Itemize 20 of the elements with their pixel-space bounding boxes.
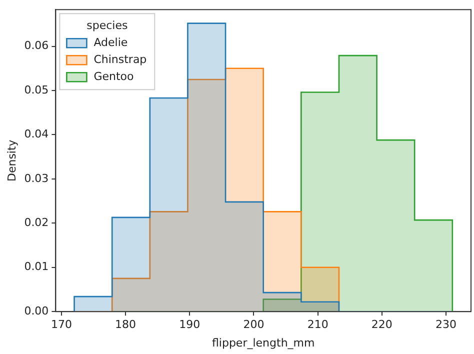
x-tick-label: 180 <box>115 318 136 332</box>
y-axis-title: Density <box>5 139 18 182</box>
legend-label: Gentoo <box>94 70 134 83</box>
y-tick-label: 0.01 <box>24 260 49 274</box>
y-tick-label: 0.06 <box>24 39 49 52</box>
legend-label: Adelie <box>94 36 128 49</box>
y-tick-label: 0.02 <box>24 216 49 230</box>
y-tick-label: 0.00 <box>24 304 49 318</box>
y-tick-label: 0.03 <box>24 172 49 185</box>
x-tick-label: 190 <box>179 318 200 332</box>
x-tick-label: 220 <box>371 318 392 332</box>
x-tick-label: 200 <box>243 318 264 332</box>
y-tick-label: 0.04 <box>24 128 49 141</box>
x-axis-title: flipper_length_mm <box>212 336 315 350</box>
x-tick-label: 170 <box>50 318 72 332</box>
legend-title: species <box>86 18 128 32</box>
x-tick-label: 230 <box>436 318 457 332</box>
legend-label: Chinstrap <box>94 52 147 66</box>
y-tick-label: 0.05 <box>24 83 49 96</box>
x-tick-label: 210 <box>307 318 328 332</box>
